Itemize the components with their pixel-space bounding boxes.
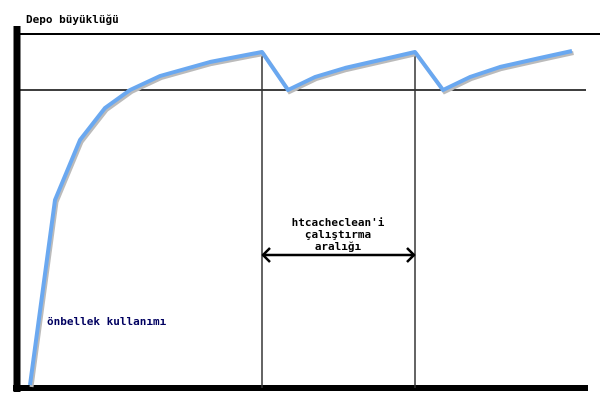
curve-label: önbellek kullanımı [47, 315, 167, 328]
interval-arrow [261, 247, 416, 263]
interval-label-line-1: htcacheclean'i [292, 216, 385, 229]
interval-label-line-3: aralığı [315, 240, 362, 253]
curve-shadow [29, 51, 574, 388]
cache-usage-curve [28, 49, 573, 386]
diagram-title: Depo büyüklüğü [26, 13, 119, 26]
interval-label-line-2: çalıştırma [305, 228, 371, 241]
